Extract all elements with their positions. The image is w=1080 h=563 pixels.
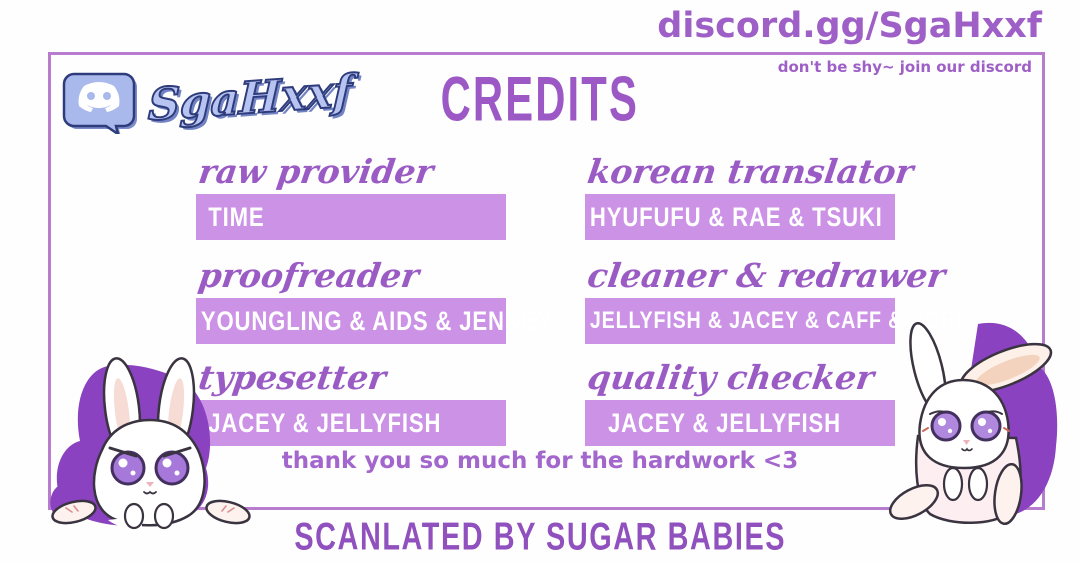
credit-highlight-bar: JELLYFISH & JACEY & CAFF & KORI <box>585 298 961 344</box>
credits-frame <box>48 52 1045 510</box>
bunny-left-illustration <box>50 357 251 530</box>
credit-raw-provider: raw provider TIME <box>196 152 506 240</box>
credit-role: cleaner & redrawer <box>585 256 948 295</box>
thank-you-note: thank you so much for the hardwork <3 <box>281 448 799 474</box>
credit-typesetter: typesetter JACEY & JELLYFISH <box>196 358 506 446</box>
discord-tagline: don't be shy~ join our discord <box>777 58 1032 76</box>
credit-highlight-bar: YOUNGLING & AIDS & JENNEY <box>196 298 552 344</box>
credit-role: raw provider <box>196 152 436 191</box>
scanlated-by-line: SCANLATED BY SUGAR BABIES <box>294 514 786 558</box>
credit-names: TIME <box>208 201 265 232</box>
credit-highlight-bar: JACEY & JELLYFISH <box>585 400 895 446</box>
discord-invite-link[interactable]: discord.gg/SgaHxxf <box>657 6 1042 46</box>
bunny-right-illustration <box>888 321 1058 526</box>
credit-names: HYUFUFU & RAE & TSUKI <box>589 201 883 232</box>
credit-names: YOUNGLING & AIDS & JENNEY <box>200 305 553 336</box>
discord-icon <box>62 72 137 134</box>
credit-role: proofreader <box>196 256 422 295</box>
credit-highlight-bar: TIME <box>196 194 506 240</box>
credit-names: JACEY & JELLYFISH <box>208 407 442 438</box>
credit-role: korean translator <box>585 152 916 191</box>
credit-names: JELLYFISH & JACEY & CAFF & KORI <box>589 307 962 334</box>
credit-cleaner-redrawer: cleaner & redrawer JELLYFISH & JACEY & C… <box>585 256 961 344</box>
credit-proofreader: proofreader YOUNGLING & AIDS & JENNEY <box>196 256 552 344</box>
credit-names: JACEY & JELLYFISH <box>607 407 841 438</box>
credit-korean-translator: korean translator HYUFUFU & RAE & TSUKI <box>585 152 916 240</box>
group-logo: SgaHxxf <box>60 64 354 134</box>
credit-highlight-bar: HYUFUFU & RAE & TSUKI <box>585 194 895 240</box>
credit-quality-checker: quality checker JACEY & JELLYFISH <box>585 358 895 446</box>
page-title: CREDITS <box>440 64 640 135</box>
credit-highlight-bar: JACEY & JELLYFISH <box>196 400 506 446</box>
credit-role: quality checker <box>585 358 877 397</box>
